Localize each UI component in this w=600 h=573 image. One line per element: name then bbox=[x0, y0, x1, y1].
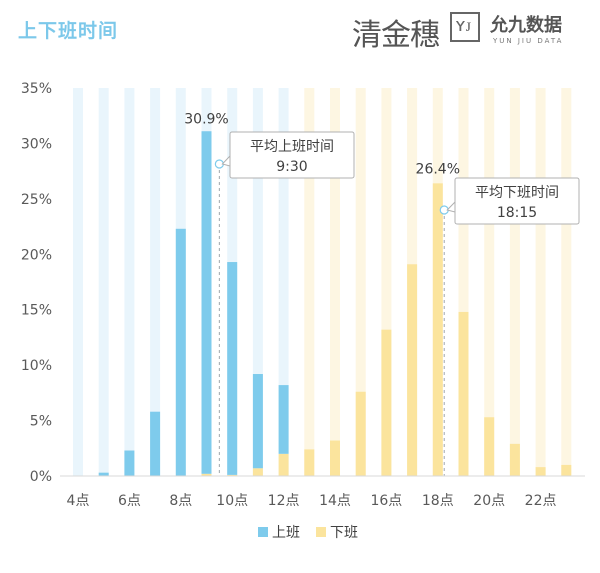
y-tick-label: 35% bbox=[21, 81, 52, 97]
x-tick-label: 14点 bbox=[319, 493, 351, 509]
bar-shangban bbox=[175, 228, 186, 476]
background-column bbox=[98, 88, 109, 476]
bar-shangban bbox=[98, 472, 109, 476]
background-column bbox=[535, 88, 546, 476]
bar-xiaban bbox=[227, 474, 238, 476]
bar-xiaban bbox=[381, 329, 392, 476]
background-column bbox=[484, 88, 495, 476]
background-column bbox=[278, 88, 289, 476]
callout-time-xiaban: 18:15 bbox=[497, 205, 537, 221]
brand-logo-left: 清金穗 bbox=[352, 18, 440, 53]
callout-time-shangban: 9:30 bbox=[276, 159, 307, 175]
x-tick-label: 6点 bbox=[118, 493, 141, 509]
callout-label-xiaban: 平均下班时间 bbox=[475, 185, 559, 201]
callout-box-xiaban bbox=[454, 177, 580, 225]
yunjiu-logo-icon: ʏᴊ bbox=[450, 12, 480, 42]
bar-shangban bbox=[227, 262, 238, 475]
bar-shangban bbox=[150, 411, 161, 476]
x-tick-label: 10点 bbox=[216, 493, 248, 509]
x-tick-label: 12点 bbox=[268, 493, 300, 509]
background-column bbox=[458, 88, 469, 476]
peak-label-shangban: 30.9% bbox=[184, 111, 228, 127]
bar-xiaban bbox=[252, 468, 263, 476]
bar-shangban bbox=[252, 374, 263, 469]
peak-label-xiaban: 26.4% bbox=[416, 161, 460, 177]
bar-xiaban bbox=[432, 183, 443, 476]
x-tick-label: 4点 bbox=[67, 493, 90, 509]
background-column bbox=[150, 88, 161, 476]
callout-label-shangban: 平均上班时间 bbox=[250, 139, 334, 155]
bar-xiaban bbox=[330, 440, 340, 476]
bar-xiaban bbox=[509, 443, 520, 476]
bar-shangban bbox=[278, 385, 289, 454]
legend-swatch-shangban bbox=[258, 527, 268, 537]
legend-swatch-xiaban bbox=[316, 527, 326, 537]
background-column bbox=[355, 88, 366, 476]
y-tick-label: 30% bbox=[21, 136, 52, 152]
bar-xiaban bbox=[484, 417, 495, 476]
bar-xiaban bbox=[355, 391, 366, 476]
bar-xiaban bbox=[407, 264, 418, 476]
background-column bbox=[252, 88, 263, 476]
x-tick-label: 16点 bbox=[370, 493, 402, 509]
background-column bbox=[304, 88, 315, 476]
y-tick-label: 0% bbox=[30, 469, 52, 485]
bar-xiaban bbox=[201, 473, 212, 476]
y-tick-label: 5% bbox=[30, 414, 52, 430]
x-tick-label: 8点 bbox=[169, 493, 192, 509]
background-column bbox=[73, 88, 83, 476]
background-column bbox=[561, 88, 572, 476]
legend-label-xiaban: 下班 bbox=[330, 525, 358, 541]
background-column bbox=[509, 88, 520, 476]
brand-subtitle-right: YUN JIU DATA bbox=[493, 37, 564, 45]
x-tick-label: 22点 bbox=[525, 493, 557, 509]
legend-label-shangban: 上班 bbox=[272, 525, 300, 541]
y-tick-label: 15% bbox=[21, 303, 52, 319]
page-title: 上下班时间 bbox=[18, 20, 119, 42]
bar-xiaban bbox=[561, 464, 572, 476]
x-tick-label: 18点 bbox=[422, 493, 454, 509]
background-column bbox=[381, 88, 392, 476]
bar-shangban bbox=[124, 450, 135, 476]
background-column bbox=[330, 88, 340, 476]
bar-xiaban bbox=[278, 453, 289, 476]
y-tick-label: 10% bbox=[21, 358, 52, 374]
background-column bbox=[124, 88, 135, 476]
callout-pointer bbox=[446, 200, 456, 213]
callout-pointer bbox=[221, 154, 231, 167]
x-tick-label: 20点 bbox=[473, 493, 505, 509]
callout-box-shangban bbox=[229, 131, 355, 179]
y-tick-label: 25% bbox=[21, 192, 52, 208]
bar-xiaban bbox=[458, 311, 469, 476]
bar-xiaban bbox=[535, 467, 546, 476]
bar-xiaban bbox=[304, 449, 315, 476]
brand-name-right: 允九数据 bbox=[490, 15, 562, 36]
bar-shangban bbox=[201, 131, 212, 474]
y-tick-label: 20% bbox=[21, 247, 52, 263]
